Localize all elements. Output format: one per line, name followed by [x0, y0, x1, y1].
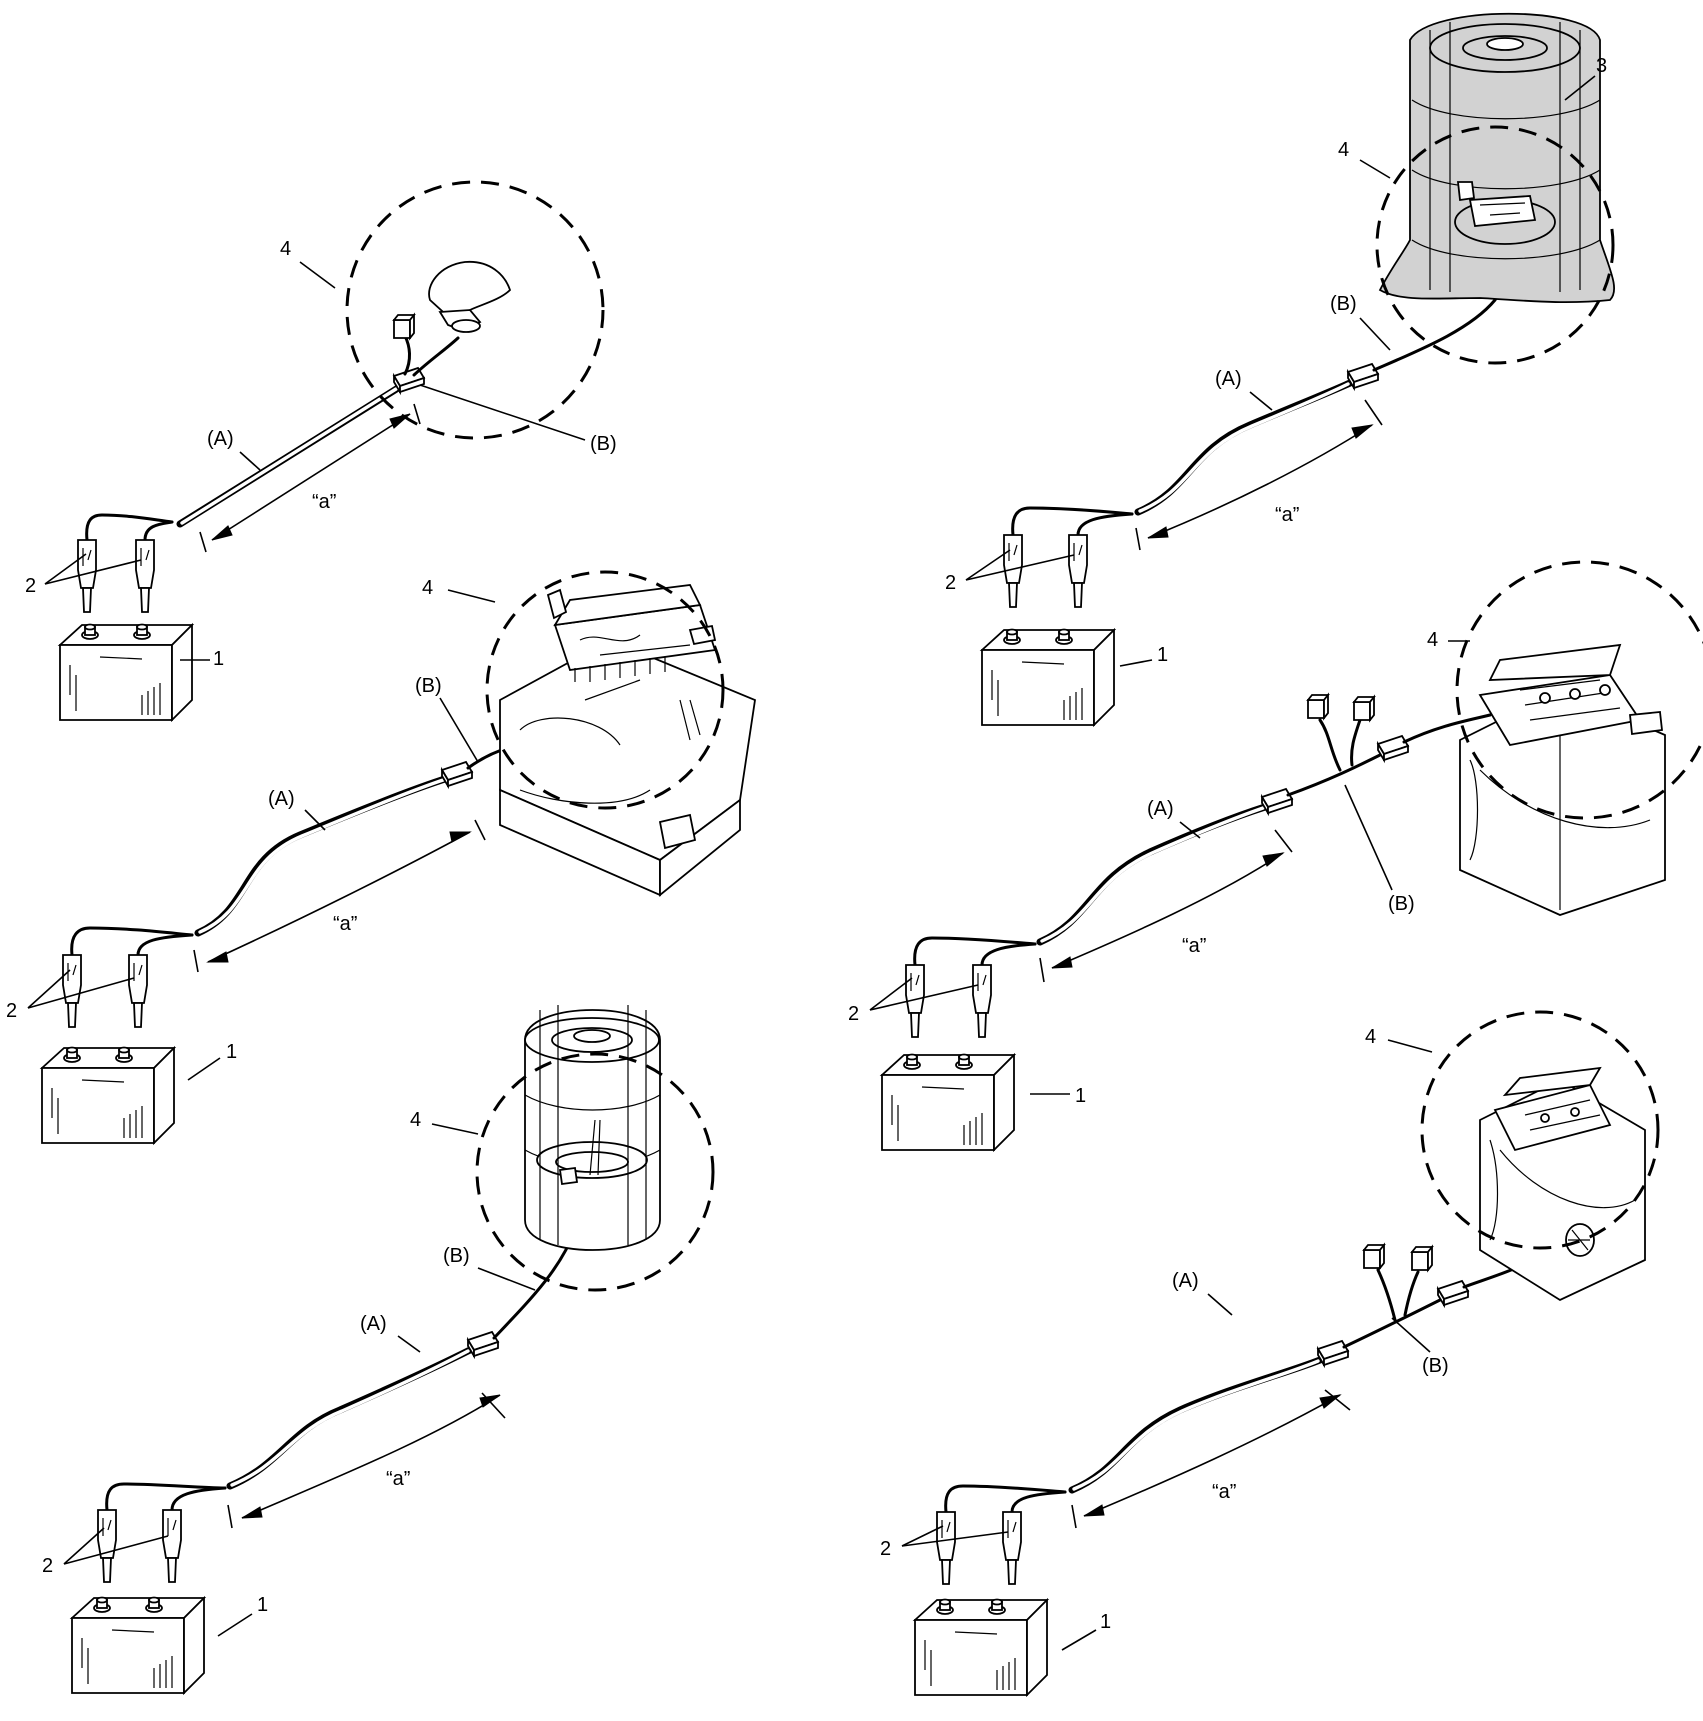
- zone-label: 4: [1338, 139, 1349, 161]
- clip-label: 2: [42, 1555, 53, 1577]
- harness-a-label: (A): [207, 428, 234, 450]
- lead-clip: [1002, 1511, 1022, 1585]
- lead-clip: [128, 954, 148, 1028]
- clip-label: 2: [880, 1538, 891, 1560]
- connector: [1261, 788, 1293, 814]
- connector: [1377, 735, 1409, 761]
- zone-label: 4: [280, 238, 291, 260]
- lead-clip: [135, 539, 155, 613]
- distance-label: “a”: [1212, 1481, 1236, 1503]
- clip-label: 2: [25, 575, 36, 597]
- clip-label: 2: [945, 572, 956, 594]
- battery-label: 1: [1075, 1085, 1086, 1107]
- battery: [881, 1053, 1015, 1151]
- harness-b-label: (B): [1388, 893, 1415, 915]
- distance-label: “a”: [312, 491, 336, 513]
- lead-clip: [936, 1511, 956, 1585]
- battery: [41, 1046, 175, 1144]
- panel-5: “a” (A) (B) 4 2 1: [848, 560, 1703, 1151]
- panel-4: “a” (A) (B) 4 3 2 1: [945, 12, 1615, 726]
- harness-b-label: (B): [1330, 293, 1357, 315]
- lead-clip: [162, 1509, 182, 1583]
- harness-b-label: (B): [1422, 1355, 1449, 1377]
- harness-b-label: (B): [443, 1245, 470, 1267]
- harness-b-label: (B): [415, 675, 442, 697]
- distance-label: “a”: [333, 913, 357, 935]
- lead-clip: [972, 964, 992, 1038]
- battery-label: 1: [213, 648, 224, 670]
- deployment-zone-circle: [345, 180, 605, 440]
- connector: [441, 761, 473, 787]
- connector: [467, 1331, 499, 1357]
- battery: [981, 628, 1115, 726]
- zone-label: 4: [1365, 1026, 1376, 1048]
- battery-label: 1: [257, 1594, 268, 1616]
- cover-label: 3: [1596, 55, 1607, 77]
- battery-label: 1: [1100, 1611, 1111, 1633]
- battery-label: 1: [1157, 644, 1168, 666]
- squib-plug: [1411, 1246, 1433, 1271]
- distance-label: “a”: [1275, 504, 1299, 526]
- zone-label: 4: [410, 1109, 421, 1131]
- clip-label: 2: [848, 1003, 859, 1025]
- battery: [59, 623, 193, 721]
- battery-label: 1: [226, 1041, 237, 1063]
- panel-1: “a” (A) (B) 4 2 1: [25, 180, 617, 721]
- battery: [914, 1598, 1048, 1696]
- lead-clip: [1068, 534, 1088, 608]
- clip-label: 2: [6, 1000, 17, 1022]
- lead-clip: [77, 539, 97, 613]
- battery: [71, 1596, 205, 1694]
- tire-stack: [524, 1005, 661, 1251]
- panel-3: “a” (A) (B) 4 2 1: [42, 1005, 715, 1694]
- lead-clip: [97, 1509, 117, 1583]
- squib-plug: [1307, 694, 1329, 719]
- squib-plug: [1363, 1244, 1385, 1269]
- harness-a-label: (A): [1172, 1270, 1199, 1292]
- deployment-zone-circle: [1420, 1010, 1660, 1250]
- connector: [1347, 363, 1379, 389]
- deployment-zone-circle: [485, 570, 725, 810]
- squib-plug: [393, 314, 415, 339]
- covered-tire-stack: [1378, 12, 1615, 304]
- harness-a-label: (A): [268, 788, 295, 810]
- distance-label: “a”: [1182, 935, 1206, 957]
- deployment-zone-circle: [1375, 125, 1615, 365]
- harness-a-label: (A): [360, 1313, 387, 1335]
- zone-label: 4: [422, 577, 433, 599]
- zone-label: 4: [1427, 629, 1438, 651]
- connector: [1317, 1340, 1349, 1366]
- distance-label: “a”: [386, 1468, 410, 1490]
- panel-6: “a” (A) (B) 4 2 1: [880, 1010, 1660, 1696]
- connector: [1437, 1280, 1469, 1306]
- harness-a-label: (A): [1215, 368, 1242, 390]
- panel-2: “a” (A) (B) 4 2 1: [6, 570, 756, 1144]
- squib-plug: [1353, 696, 1375, 721]
- harness-a-label: (A): [1147, 798, 1174, 820]
- lead-clip: [62, 954, 82, 1028]
- harness-b-label: (B): [590, 433, 617, 455]
- deployment-zone-circle: [475, 1052, 715, 1292]
